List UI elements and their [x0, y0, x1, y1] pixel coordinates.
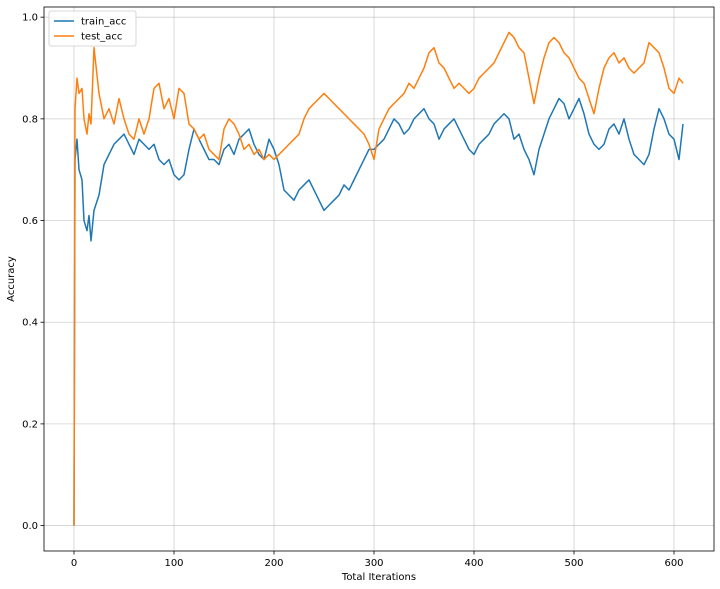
legend-box [48, 10, 137, 47]
x-tick-label: 600 [664, 558, 683, 569]
y-tick-label: 0.0 [22, 521, 38, 532]
series-layer [73, 31, 684, 526]
x-tick-label: 300 [364, 558, 383, 569]
series-line-test-acc [73, 31, 684, 526]
legend-label-train-acc: train_acc [81, 17, 126, 28]
legend: train_acc test_acc [48, 10, 137, 47]
y-tick-label: 0.4 [22, 318, 38, 329]
y-tick-label: 1.0 [22, 13, 38, 24]
x-tick-label: 400 [464, 558, 483, 569]
legend-label-test-acc: test_acc [81, 32, 122, 43]
x-axis-label: Total Iterations [341, 572, 416, 583]
y-axis-label: Accuracy [6, 256, 17, 302]
x-tick-label: 200 [264, 558, 283, 569]
x-tick-label: 100 [164, 558, 183, 569]
x-tick-label: 0 [71, 558, 77, 569]
y-tick-label: 0.8 [22, 114, 38, 125]
y-tick-label: 0.6 [22, 216, 38, 227]
ticks-layer: 0 100 200 300 400 500 600 0.0 0.2 0.4 0.6 0.8 1.0 [22, 13, 683, 569]
y-tick-label: 0.2 [22, 419, 38, 430]
grid-layer [44, 7, 714, 551]
plot-frame [43, 6, 715, 552]
series-line-train-acc [73, 97, 684, 526]
x-tick-label: 500 [564, 558, 583, 569]
